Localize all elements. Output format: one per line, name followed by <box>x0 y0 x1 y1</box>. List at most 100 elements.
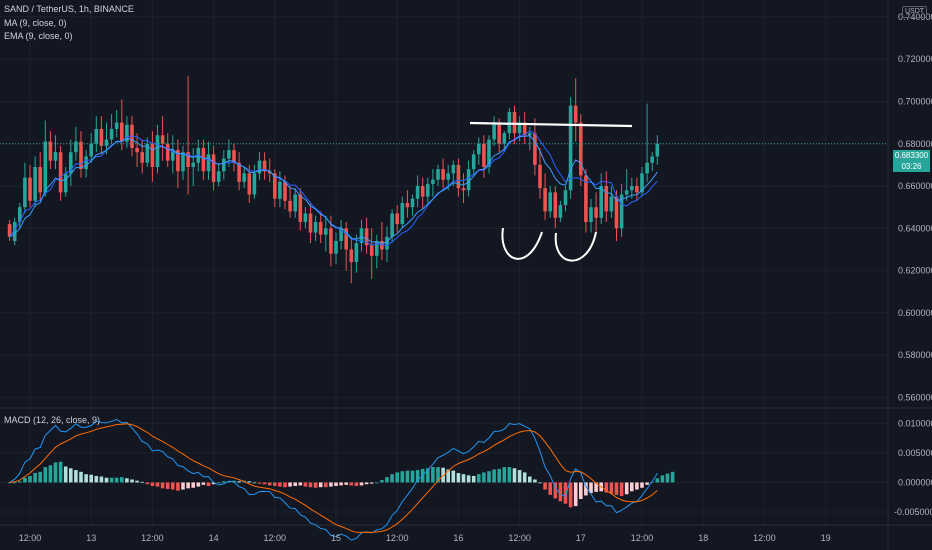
macd-bar <box>288 482 292 487</box>
macd-bar <box>38 471 42 483</box>
candle-body <box>604 186 609 212</box>
macd-bar <box>655 478 660 483</box>
candle-body <box>645 162 649 174</box>
macd-bar <box>48 465 53 483</box>
candle-body <box>512 112 517 134</box>
macd-bar <box>278 482 282 487</box>
candle-body <box>369 245 374 256</box>
candle-body <box>232 150 236 163</box>
candle-body <box>262 160 267 172</box>
macd-bar <box>196 482 201 487</box>
candle-body <box>109 128 114 140</box>
macd-bar <box>7 482 12 484</box>
candle-body <box>201 147 206 172</box>
candle-body <box>630 186 634 191</box>
macd-bar <box>359 482 364 486</box>
macd-bar <box>283 482 287 488</box>
candle-body <box>145 143 150 163</box>
macd-bar <box>114 477 119 483</box>
macd-bar <box>339 482 343 486</box>
macd-bar <box>405 470 410 483</box>
ema-line <box>9 135 658 244</box>
macd-bar <box>543 482 547 490</box>
candle-body <box>186 152 190 168</box>
candle-body <box>492 124 496 140</box>
candle-body <box>650 156 654 163</box>
candle-body <box>58 152 63 193</box>
macd-legend[interactable]: MACD (12, 26, close, 9) <box>4 415 101 425</box>
macd-bar <box>43 467 48 483</box>
macd-bar <box>63 466 68 483</box>
currency-button[interactable]: USDT <box>902 6 928 18</box>
macd-bar <box>252 482 257 484</box>
candle-body <box>120 122 124 142</box>
candle-body <box>298 194 303 222</box>
candle-body <box>206 154 211 172</box>
macd-bar <box>619 482 624 497</box>
candle-body <box>410 198 415 208</box>
candle-body <box>354 243 359 263</box>
ma-legend[interactable]: MA (9, close, 0) <box>4 18 67 28</box>
candle-body <box>563 190 568 206</box>
macd-bar <box>135 480 139 483</box>
symbol-legend[interactable]: SAND / TetherUS, 1h, BINANCE <box>4 4 134 14</box>
candle-body <box>211 154 216 182</box>
macd-bar <box>130 479 134 483</box>
time-tick-label: 18 <box>698 533 708 543</box>
candles <box>7 76 660 284</box>
macd-bar <box>201 482 206 485</box>
macd-bar <box>670 471 675 483</box>
macd-bar <box>12 482 17 484</box>
candle-body <box>471 154 476 170</box>
candle-body <box>48 141 53 161</box>
candle-body <box>324 228 328 235</box>
macd-bar <box>104 477 109 483</box>
macd-bar <box>293 482 297 486</box>
ema-legend[interactable]: EMA (9, close, 0) <box>4 31 73 41</box>
candle-body <box>594 207 598 218</box>
macd-bar <box>477 474 481 483</box>
candle-body <box>507 112 512 134</box>
macd-bar <box>191 482 195 488</box>
candle-body <box>79 141 83 170</box>
candle-body <box>114 122 119 129</box>
candle-body <box>609 196 614 212</box>
candle-body <box>329 228 333 254</box>
candle-body <box>375 240 379 256</box>
price-tick-label: 0.600000 <box>898 308 932 318</box>
macd-bar <box>140 481 144 483</box>
macd-bar <box>624 482 629 495</box>
candle-body <box>150 143 155 168</box>
candle-body <box>273 173 277 199</box>
candle-body <box>293 194 297 212</box>
time-tick-label: 14 <box>209 533 219 543</box>
candle-body <box>43 141 48 193</box>
candle-body <box>528 133 532 136</box>
candle-body <box>247 173 252 195</box>
macd-bar <box>53 462 58 483</box>
macd-bar <box>222 481 226 483</box>
macd-bar <box>604 482 609 493</box>
candle-body <box>431 179 435 184</box>
last-price-value: 0.683300 <box>894 151 929 160</box>
macd-bar <box>594 482 598 492</box>
candle-body <box>38 167 42 193</box>
macd-bar <box>308 482 313 488</box>
macd-bar <box>553 482 558 499</box>
time-tick-label: 19 <box>821 533 831 543</box>
macd-bar <box>487 471 491 483</box>
candle-body <box>242 173 246 182</box>
candle-body <box>267 171 272 174</box>
macd-bar <box>267 482 272 486</box>
time-tick-label: 17 <box>576 533 586 543</box>
ma-line <box>9 130 658 247</box>
macd-bar <box>630 482 634 492</box>
macd-bar <box>395 472 399 483</box>
time-axis: 12:00 13 12:00 14 12:00 15 12:00 16 12:00 17 12:00… <box>19 533 831 543</box>
candle-body <box>640 173 644 193</box>
macd-bar <box>171 482 175 490</box>
candle-body <box>278 181 282 199</box>
candle-body <box>420 186 425 197</box>
candle-body <box>171 150 175 161</box>
